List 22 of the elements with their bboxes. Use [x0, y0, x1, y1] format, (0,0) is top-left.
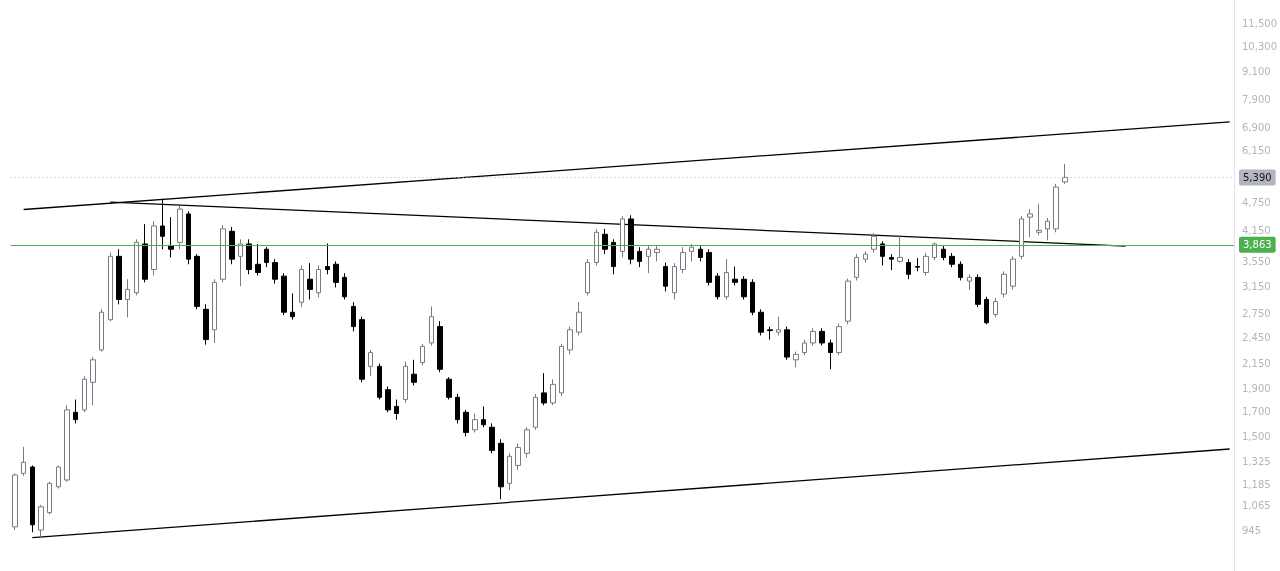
y-tick-label: 10,300: [1242, 40, 1278, 52]
ref-line-label: 3,863: [1243, 239, 1272, 251]
y-tick-label: 2,450: [1242, 331, 1271, 343]
y-tick-label: 11,500: [1242, 18, 1278, 30]
y-tick-label: 4,750: [1242, 197, 1271, 209]
y-tick-label: 6,150: [1242, 145, 1271, 157]
y-tick-label: 1,065: [1242, 500, 1271, 512]
y-tick-label: 1,700: [1242, 405, 1271, 417]
y-tick-label: 1,500: [1242, 430, 1271, 442]
y-tick-label: 4,150: [1242, 224, 1271, 236]
y-tick-label: 7,900: [1242, 94, 1271, 106]
y-tick-label: 9,100: [1242, 65, 1271, 77]
y-tick-label: 6,900: [1242, 121, 1271, 133]
y-tick-label: 3,550: [1242, 256, 1271, 268]
y-tick-label: 1,185: [1242, 478, 1271, 490]
y-tick-label: 1,900: [1242, 383, 1271, 395]
ref-line-label: 5,390: [1243, 171, 1272, 183]
y-tick-label: 3,150: [1242, 280, 1271, 292]
y-tick-label: 2,750: [1242, 308, 1271, 320]
y-tick-label: 945: [1242, 524, 1262, 536]
y-tick-label: 2,150: [1242, 358, 1271, 370]
y-tick-label: 1,325: [1242, 456, 1271, 468]
